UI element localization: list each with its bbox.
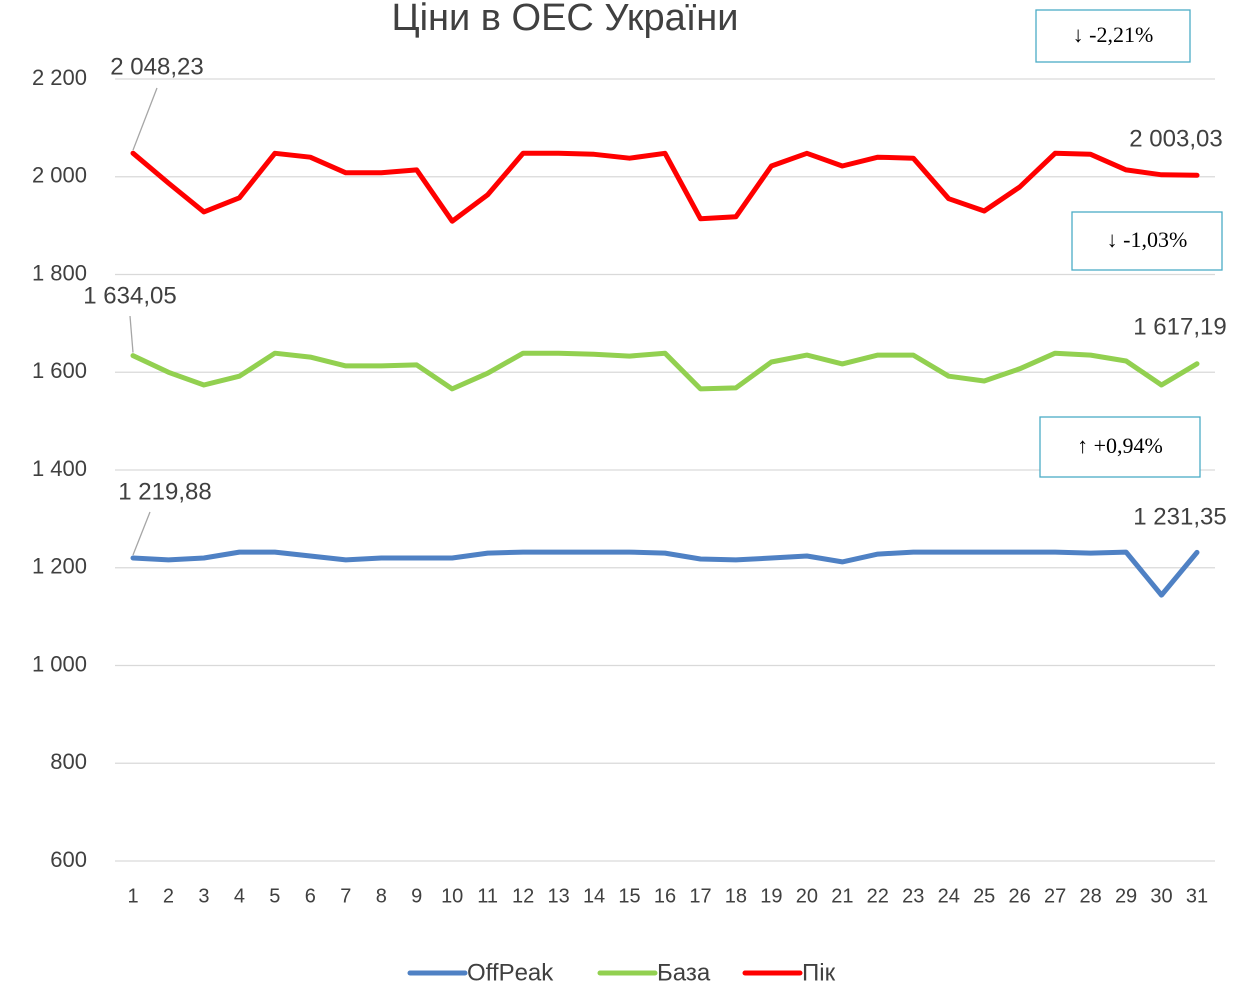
x-tick-label: 23 <box>902 885 924 907</box>
data-label: 1 219,88 <box>118 478 211 505</box>
annotation: ↓ -2,21% <box>1073 22 1154 47</box>
annotation-box <box>1039 416 1201 478</box>
x-tick-label: 8 <box>376 885 387 907</box>
x-tick-label: 24 <box>938 885 960 907</box>
x-tick-label: 17 <box>689 885 711 907</box>
x-tick-label: 26 <box>1009 885 1031 907</box>
x-tick-label: 10 <box>441 885 463 907</box>
data-label: 1 231,35 <box>1133 503 1226 530</box>
annotation: ↑ +0,94% <box>1077 433 1163 458</box>
x-tick-label: 15 <box>618 885 640 907</box>
series-line <box>130 350 1200 392</box>
data-label: 2 048,23 <box>110 53 203 80</box>
data-label: 1 634,05 <box>83 282 176 309</box>
annotation-box <box>1035 9 1191 63</box>
x-tick-label: 29 <box>1115 885 1137 907</box>
leader-line <box>129 315 134 353</box>
y-tick-label: 800 <box>50 749 87 774</box>
y-tick-label: 600 <box>50 847 87 872</box>
x-tick-label: 3 <box>198 885 209 907</box>
chart-title: Ціни в ОЕС України <box>391 0 738 39</box>
x-tick-label: 6 <box>305 885 316 907</box>
y-tick-label: 2 200 <box>32 65 87 90</box>
x-tick-label: 1 <box>127 885 138 907</box>
x-tick-label: 9 <box>411 885 422 907</box>
x-tick-label: 30 <box>1150 885 1172 907</box>
annotation: ↓ -1,03% <box>1107 227 1188 252</box>
y-tick-label: 1 600 <box>32 358 87 383</box>
x-tick-label: 20 <box>796 885 818 907</box>
x-tick-label: 2 <box>163 885 174 907</box>
x-tick-label: 12 <box>512 885 534 907</box>
legend-label: База <box>657 959 711 986</box>
data-label: 1 617,19 <box>1133 313 1226 340</box>
x-tick-label: 18 <box>725 885 747 907</box>
x-tick-label: 27 <box>1044 885 1066 907</box>
leader-line <box>132 511 151 556</box>
x-tick-label: 4 <box>234 885 245 907</box>
x-tick-label: 11 <box>477 885 498 907</box>
x-tick-label: 28 <box>1079 885 1101 907</box>
legend-label: Пік <box>802 959 836 986</box>
x-tick-label: 25 <box>973 885 995 907</box>
x-tick-label: 5 <box>269 885 280 907</box>
y-tick-label: 1 200 <box>32 554 87 579</box>
x-tick-label: 13 <box>547 885 569 907</box>
x-tick-label: 19 <box>760 885 782 907</box>
x-tick-label: 7 <box>340 885 351 907</box>
x-tick-label: 14 <box>583 885 605 907</box>
y-tick-label: 1 400 <box>32 456 87 481</box>
leader-line <box>132 87 158 151</box>
x-tick-label: 22 <box>867 885 889 907</box>
x-tick-label: 31 <box>1186 885 1208 907</box>
annotation-box <box>1071 211 1223 271</box>
x-tick-label: 16 <box>654 885 676 907</box>
series-line <box>130 549 1200 598</box>
data-label: 2 003,03 <box>1129 125 1222 152</box>
y-tick-label: 1 800 <box>32 260 87 285</box>
x-tick-label: 21 <box>831 885 853 907</box>
series-line <box>130 150 1200 224</box>
y-tick-label: 2 000 <box>32 163 87 188</box>
legend-label: OffPeak <box>467 959 554 986</box>
y-tick-label: 1 000 <box>32 651 87 676</box>
